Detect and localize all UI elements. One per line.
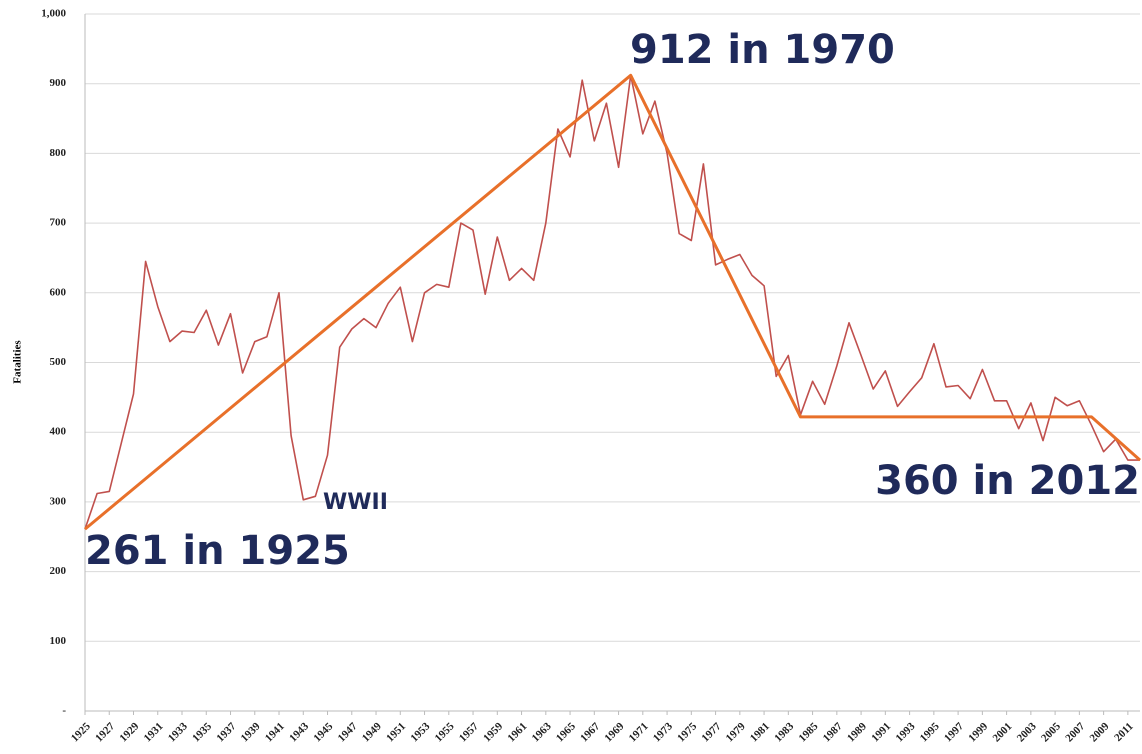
annotation: 360 in 2012 — [875, 458, 1140, 504]
x-tick-label: 1945 — [311, 720, 335, 744]
x-tick-label: 1987 — [821, 720, 845, 744]
y-tick-label: 100 — [50, 635, 67, 647]
x-tick-label: 1941 — [263, 720, 287, 744]
data-line — [84, 74, 1140, 530]
y-tick-label: 500 — [50, 356, 67, 368]
x-tick-label: 1983 — [772, 720, 796, 744]
x-tick-label: 2009 — [1087, 720, 1111, 744]
x-tick-label: 1951 — [384, 720, 408, 744]
x-tick-label: 1993 — [893, 720, 917, 744]
y-tick-label: - — [62, 705, 66, 717]
x-tick-label: 1999 — [966, 720, 990, 744]
x-tick-label: 1973 — [651, 720, 675, 744]
x-tick-label: 1925 — [69, 720, 93, 744]
x-tick-label: 1935 — [190, 720, 214, 744]
annotation: 912 in 1970 — [630, 27, 895, 73]
x-tick-label: 1981 — [748, 720, 772, 744]
x-tick-label: 1937 — [214, 720, 238, 744]
data-line — [84, 73, 1141, 531]
x-tick-label: 2005 — [1039, 720, 1063, 744]
y-tick-label: 1,000 — [41, 8, 66, 20]
x-tick-label: 1967 — [578, 720, 602, 744]
x-tick-label: 1995 — [918, 720, 942, 744]
x-tick-label: 1943 — [287, 720, 311, 744]
y-tick-label: 400 — [50, 426, 67, 438]
x-tick-label: 1963 — [530, 720, 554, 744]
x-tick-label: 1955 — [433, 720, 457, 744]
x-tick-label: 2001 — [990, 720, 1014, 744]
x-tick-label: 1991 — [869, 720, 893, 744]
y-axis-label: Fatalities — [12, 340, 24, 384]
x-tick-label: 1927 — [93, 720, 117, 744]
x-tick-label: 1989 — [845, 720, 869, 744]
x-tick-label: 1975 — [675, 720, 699, 744]
x-tick-label: 1977 — [699, 720, 723, 744]
x-tick-label: 1953 — [408, 720, 432, 744]
x-tick-label: 1979 — [724, 720, 748, 744]
y-tick-label: 800 — [50, 147, 67, 159]
x-tick-label: 1959 — [481, 720, 505, 744]
x-tick-label: 1949 — [360, 720, 384, 744]
x-tick-label: 1961 — [505, 720, 529, 744]
x-tick-label: 2011 — [1112, 720, 1136, 744]
x-tick-label: 1933 — [166, 720, 190, 744]
annotation: 261 in 1925 — [85, 528, 350, 574]
y-tick-label: 700 — [50, 217, 67, 229]
x-tick-label: 1985 — [796, 720, 820, 744]
x-tick-label: 1947 — [336, 720, 360, 744]
y-tick-label: 200 — [50, 565, 67, 577]
x-tick-label: 1931 — [142, 720, 166, 744]
x-tick-label: 1997 — [942, 720, 966, 744]
x-tick-label: 2003 — [1015, 720, 1039, 744]
x-tick-label: 1971 — [627, 720, 651, 744]
x-tick-label: 1969 — [602, 720, 626, 744]
y-tick-label: 600 — [50, 286, 67, 298]
x-tick-label: 1939 — [239, 720, 263, 744]
y-tick-label: 300 — [50, 495, 67, 507]
x-tick-label: 1929 — [117, 720, 141, 744]
x-tick-label: 1957 — [457, 720, 481, 744]
y-tick-label: 900 — [50, 77, 67, 89]
annotation: WWII — [323, 490, 388, 515]
x-tick-label: 2007 — [1063, 720, 1087, 744]
x-tick-label: 1965 — [554, 720, 578, 744]
